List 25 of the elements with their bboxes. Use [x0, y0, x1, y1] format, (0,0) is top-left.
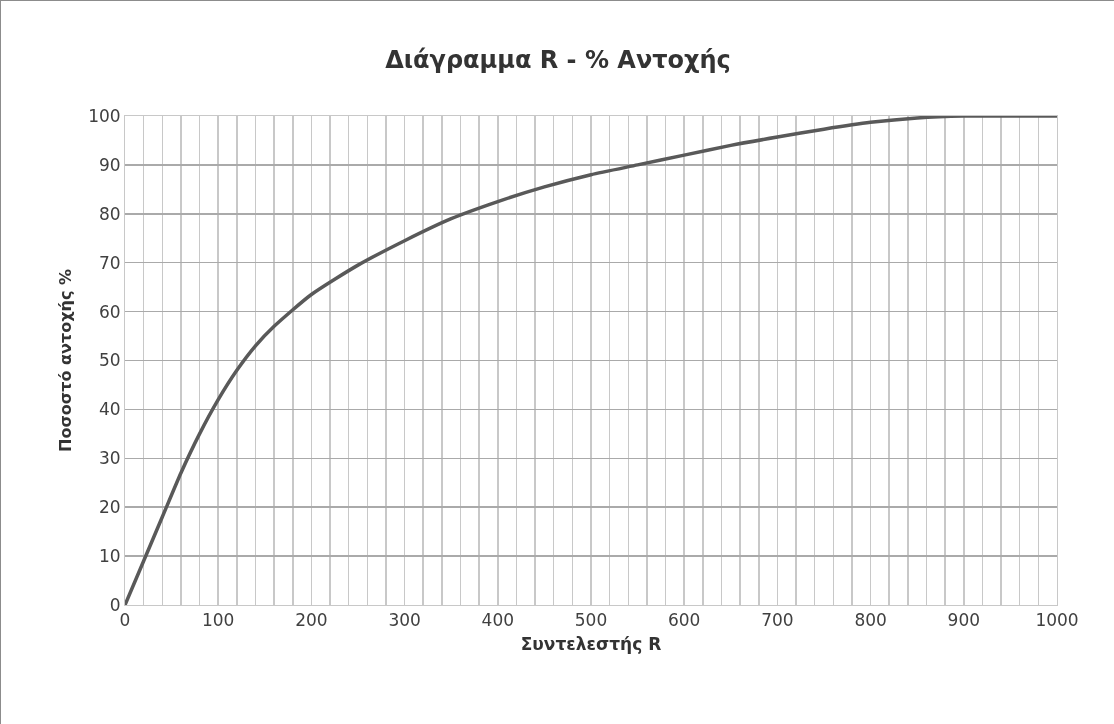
- x-tick-label: 400: [481, 610, 515, 631]
- y-tick-label: 10: [98, 546, 121, 567]
- y-axis-title: Ποσοστό αντοχής %: [56, 269, 76, 452]
- chart-title: Διάγραμμα R - % Αντοχής: [385, 46, 731, 75]
- y-tick-label: 30: [98, 448, 121, 469]
- x-tick-label: 1000: [1035, 610, 1079, 631]
- y-tick-label: 50: [98, 350, 121, 371]
- x-tick-label: 800: [854, 610, 887, 631]
- y-tick-label: 60: [98, 301, 121, 322]
- x-axis-title: Συντελεστής R: [520, 633, 662, 654]
- y-tick-label: 90: [98, 154, 121, 175]
- y-tick-label: 100: [88, 105, 121, 126]
- x-tick-label: 500: [574, 610, 608, 631]
- x-tick-label: 700: [761, 610, 794, 631]
- x-tick-label: 600: [667, 610, 701, 631]
- x-tick-label: 300: [388, 610, 421, 631]
- y-tick-label: 70: [98, 252, 121, 273]
- x-tick-label: 900: [947, 610, 981, 631]
- y-tick-label: 0: [109, 594, 121, 615]
- line-series: [125, 116, 1057, 605]
- y-tick-label: 80: [98, 203, 121, 224]
- x-tick-label: 100: [201, 610, 235, 631]
- x-tick-label: 200: [295, 610, 328, 631]
- y-tick-label: 20: [98, 497, 121, 518]
- y-tick-label: 40: [98, 399, 121, 420]
